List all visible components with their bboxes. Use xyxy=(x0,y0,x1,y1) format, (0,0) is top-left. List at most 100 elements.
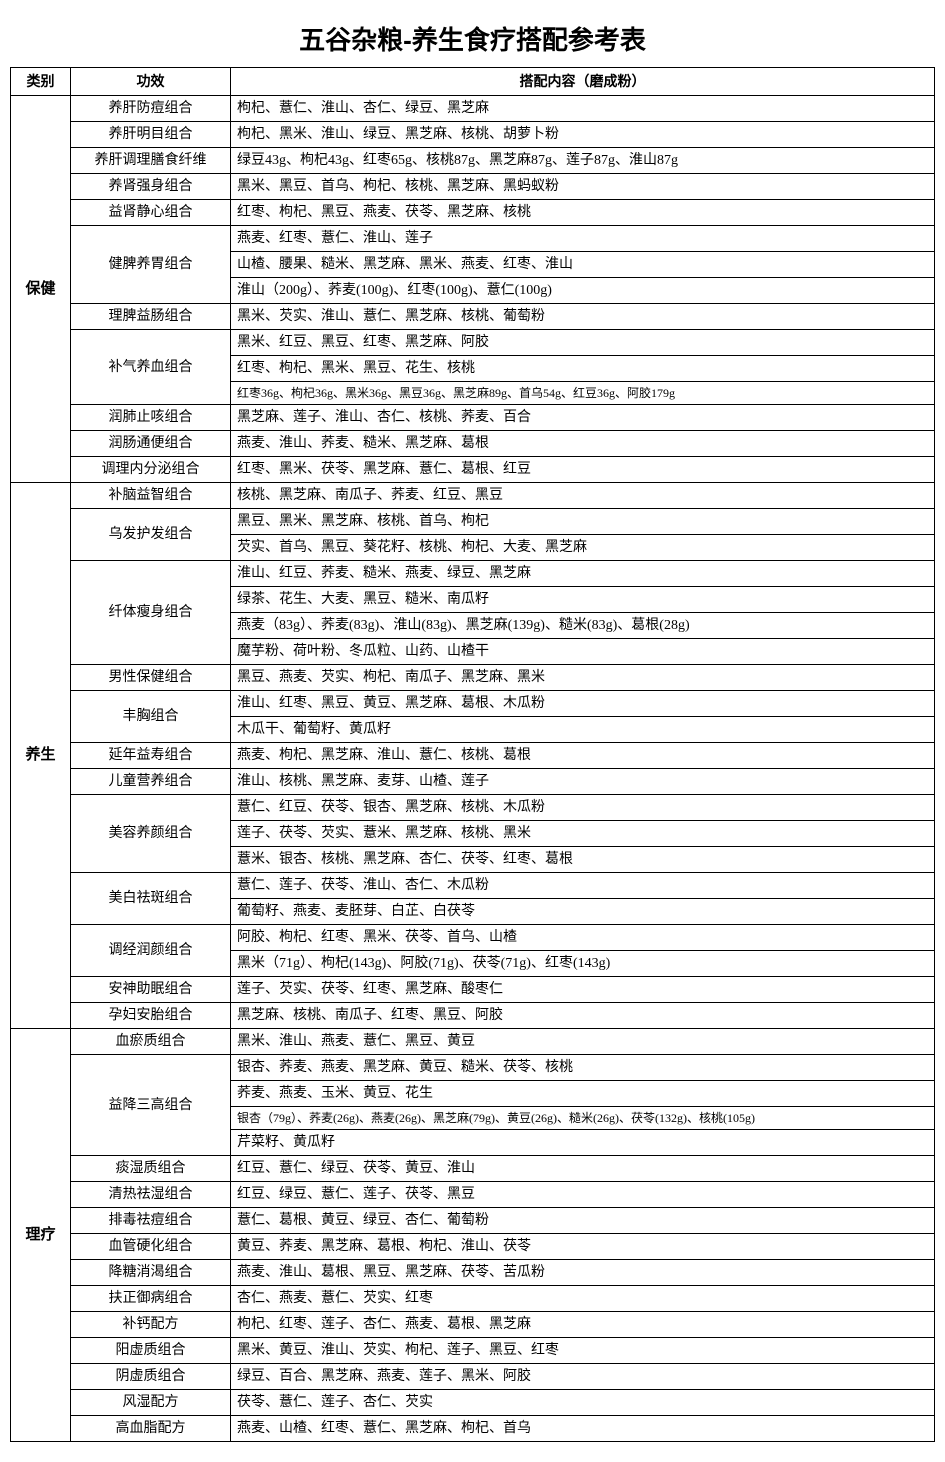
category-cell: 保健 xyxy=(11,96,71,483)
content-cell: 淮山、核桃、黑芝麻、麦芽、山楂、莲子 xyxy=(231,769,935,795)
content-cell: 枸杞、黑米、淮山、绿豆、黑芝麻、核桃、胡萝卜粉 xyxy=(231,122,935,148)
table-row: 安神助眠组合莲子、芡实、茯苓、红枣、黑芝麻、酸枣仁 xyxy=(11,977,935,1003)
content-cell: 薏米、银杏、核桃、黑芝麻、杏仁、茯苓、红枣、葛根 xyxy=(231,847,935,873)
content-cell: 红豆、绿豆、薏仁、莲子、茯苓、黑豆 xyxy=(231,1182,935,1208)
content-cell: 荞麦、燕麦、玉米、黄豆、花生 xyxy=(231,1081,935,1107)
content-cell: 薏仁、葛根、黄豆、绿豆、杏仁、葡萄粉 xyxy=(231,1208,935,1234)
effect-cell: 风湿配方 xyxy=(71,1390,231,1416)
effect-cell: 健脾养胃组合 xyxy=(71,226,231,304)
content-cell: 黑米、淮山、燕麦、薏仁、黑豆、黄豆 xyxy=(231,1029,935,1055)
table-row: 润肠通便组合燕麦、淮山、荞麦、糙米、黑芝麻、葛根 xyxy=(11,431,935,457)
effect-cell: 清热祛湿组合 xyxy=(71,1182,231,1208)
content-cell: 燕麦、淮山、葛根、黑豆、黑芝麻、茯苓、苦瓜粉 xyxy=(231,1260,935,1286)
effect-cell: 养肾强身组合 xyxy=(71,174,231,200)
effect-cell: 益肾静心组合 xyxy=(71,200,231,226)
table-row: 乌发护发组合黑豆、黑米、黑芝麻、核桃、首乌、枸杞 xyxy=(11,509,935,535)
content-cell: 魔芋粉、荷叶粉、冬瓜粒、山药、山楂干 xyxy=(231,639,935,665)
content-cell: 芹菜籽、黄瓜籽 xyxy=(231,1130,935,1156)
effect-cell: 乌发护发组合 xyxy=(71,509,231,561)
content-cell: 枸杞、薏仁、淮山、杏仁、绿豆、黑芝麻 xyxy=(231,96,935,122)
content-cell: 黑米、黄豆、淮山、芡实、枸杞、莲子、黑豆、红枣 xyxy=(231,1338,935,1364)
content-cell: 黑米、红豆、黑豆、红枣、黑芝麻、阿胶 xyxy=(231,330,935,356)
content-cell: 淮山、红豆、荞麦、糙米、燕麦、绿豆、黑芝麻 xyxy=(231,561,935,587)
content-cell: 燕麦、淮山、荞麦、糙米、黑芝麻、葛根 xyxy=(231,431,935,457)
effect-cell: 益降三高组合 xyxy=(71,1055,231,1156)
content-cell: 银杏（79g）、荞麦(26g)、燕麦(26g)、黑芝麻(79g)、黄豆(26g)… xyxy=(231,1107,935,1130)
table-row: 扶正御病组合杏仁、燕麦、薏仁、芡实、红枣 xyxy=(11,1286,935,1312)
effect-cell: 血瘀质组合 xyxy=(71,1029,231,1055)
table-row: 调经润颜组合阿胶、枸杞、红枣、黑米、茯苓、首乌、山楂 xyxy=(11,925,935,951)
content-cell: 薏仁、红豆、茯苓、银杏、黑芝麻、核桃、木瓜粉 xyxy=(231,795,935,821)
effect-cell: 纤体瘦身组合 xyxy=(71,561,231,665)
category-cell: 理疗 xyxy=(11,1029,71,1442)
content-cell: 茯苓、薏仁、莲子、杏仁、芡实 xyxy=(231,1390,935,1416)
table-row: 理疗血瘀质组合黑米、淮山、燕麦、薏仁、黑豆、黄豆 xyxy=(11,1029,935,1055)
effect-cell: 血管硬化组合 xyxy=(71,1234,231,1260)
effect-cell: 美白祛斑组合 xyxy=(71,873,231,925)
content-cell: 绿豆43g、枸杞43g、红枣65g、核桃87g、黑芝麻87g、莲子87g、淮山8… xyxy=(231,148,935,174)
content-cell: 红枣、黑米、茯苓、黑芝麻、薏仁、葛根、红豆 xyxy=(231,457,935,483)
content-cell: 燕麦（83g）、荞麦(83g)、淮山(83g)、黑芝麻(139g)、糙米(83g… xyxy=(231,613,935,639)
table-row: 痰湿质组合红豆、薏仁、绿豆、茯苓、黄豆、淮山 xyxy=(11,1156,935,1182)
content-cell: 淮山（200g）、荞麦(100g)、红枣(100g)、薏仁(100g) xyxy=(231,278,935,304)
table-row: 养生补脑益智组合核桃、黑芝麻、南瓜子、荞麦、红豆、黑豆 xyxy=(11,483,935,509)
table-row: 风湿配方茯苓、薏仁、莲子、杏仁、芡实 xyxy=(11,1390,935,1416)
table-row: 阴虚质组合绿豆、百合、黑芝麻、燕麦、莲子、黑米、阿胶 xyxy=(11,1364,935,1390)
table-row: 男性保健组合黑豆、燕麦、芡实、枸杞、南瓜子、黑芝麻、黑米 xyxy=(11,665,935,691)
effect-cell: 延年益寿组合 xyxy=(71,743,231,769)
table-row: 纤体瘦身组合淮山、红豆、荞麦、糙米、燕麦、绿豆、黑芝麻 xyxy=(11,561,935,587)
effect-cell: 美容养颜组合 xyxy=(71,795,231,873)
category-cell: 养生 xyxy=(11,483,71,1029)
effect-cell: 丰胸组合 xyxy=(71,691,231,743)
effect-cell: 润肠通便组合 xyxy=(71,431,231,457)
effect-cell: 调理内分泌组合 xyxy=(71,457,231,483)
content-cell: 阿胶、枸杞、红枣、黑米、茯苓、首乌、山楂 xyxy=(231,925,935,951)
effect-cell: 养肝调理膳食纤维 xyxy=(71,148,231,174)
effect-cell: 儿童营养组合 xyxy=(71,769,231,795)
table-row: 美容养颜组合薏仁、红豆、茯苓、银杏、黑芝麻、核桃、木瓜粉 xyxy=(11,795,935,821)
table-row: 养肝明目组合枸杞、黑米、淮山、绿豆、黑芝麻、核桃、胡萝卜粉 xyxy=(11,122,935,148)
content-cell: 莲子、芡实、茯苓、红枣、黑芝麻、酸枣仁 xyxy=(231,977,935,1003)
effect-cell: 痰湿质组合 xyxy=(71,1156,231,1182)
effect-cell: 扶正御病组合 xyxy=(71,1286,231,1312)
content-cell: 山楂、腰果、糙米、黑芝麻、黑米、燕麦、红枣、淮山 xyxy=(231,252,935,278)
content-cell: 燕麦、枸杞、黑芝麻、淮山、薏仁、核桃、葛根 xyxy=(231,743,935,769)
header-category: 类别 xyxy=(11,68,71,96)
content-cell: 红枣36g、枸杞36g、黑米36g、黑豆36g、黑芝麻89g、首乌54g、红豆3… xyxy=(231,382,935,405)
effect-cell: 补钙配方 xyxy=(71,1312,231,1338)
table-row: 高血脂配方燕麦、山楂、红枣、薏仁、黑芝麻、枸杞、首乌 xyxy=(11,1416,935,1442)
content-cell: 绿豆、百合、黑芝麻、燕麦、莲子、黑米、阿胶 xyxy=(231,1364,935,1390)
table-row: 美白祛斑组合薏仁、莲子、茯苓、淮山、杏仁、木瓜粉 xyxy=(11,873,935,899)
content-cell: 黑米、黑豆、首乌、枸杞、核桃、黑芝麻、黑蚂蚁粉 xyxy=(231,174,935,200)
content-cell: 绿茶、花生、大麦、黑豆、糙米、南瓜籽 xyxy=(231,587,935,613)
table-row: 养肝调理膳食纤维绿豆43g、枸杞43g、红枣65g、核桃87g、黑芝麻87g、莲… xyxy=(11,148,935,174)
content-cell: 核桃、黑芝麻、南瓜子、荞麦、红豆、黑豆 xyxy=(231,483,935,509)
effect-cell: 降糖消渴组合 xyxy=(71,1260,231,1286)
effect-cell: 男性保健组合 xyxy=(71,665,231,691)
table-row: 补气养血组合黑米、红豆、黑豆、红枣、黑芝麻、阿胶 xyxy=(11,330,935,356)
document-title: 五谷杂粮-养生食疗搭配参考表 xyxy=(10,20,935,57)
effect-cell: 理脾益肠组合 xyxy=(71,304,231,330)
effect-cell: 排毒祛痘组合 xyxy=(71,1208,231,1234)
content-cell: 银杏、荞麦、燕麦、黑芝麻、黄豆、糙米、茯苓、核桃 xyxy=(231,1055,935,1081)
content-cell: 黄豆、荞麦、黑芝麻、葛根、枸杞、淮山、茯苓 xyxy=(231,1234,935,1260)
effect-cell: 阳虚质组合 xyxy=(71,1338,231,1364)
content-cell: 薏仁、莲子、茯苓、淮山、杏仁、木瓜粉 xyxy=(231,873,935,899)
table-row: 清热祛湿组合红豆、绿豆、薏仁、莲子、茯苓、黑豆 xyxy=(11,1182,935,1208)
table-row: 补钙配方枸杞、红枣、莲子、杏仁、燕麦、葛根、黑芝麻 xyxy=(11,1312,935,1338)
content-cell: 黑豆、燕麦、芡实、枸杞、南瓜子、黑芝麻、黑米 xyxy=(231,665,935,691)
content-cell: 黑米、芡实、淮山、薏仁、黑芝麻、核桃、葡萄粉 xyxy=(231,304,935,330)
content-cell: 红豆、薏仁、绿豆、茯苓、黄豆、淮山 xyxy=(231,1156,935,1182)
content-cell: 红枣、枸杞、黑豆、燕麦、茯苓、黑芝麻、核桃 xyxy=(231,200,935,226)
effect-cell: 补气养血组合 xyxy=(71,330,231,405)
content-cell: 莲子、茯苓、芡实、薏米、黑芝麻、核桃、黑米 xyxy=(231,821,935,847)
table-row: 排毒祛痘组合薏仁、葛根、黄豆、绿豆、杏仁、葡萄粉 xyxy=(11,1208,935,1234)
table-row: 理脾益肠组合黑米、芡实、淮山、薏仁、黑芝麻、核桃、葡萄粉 xyxy=(11,304,935,330)
content-cell: 红枣、枸杞、黑米、黑豆、花生、核桃 xyxy=(231,356,935,382)
content-cell: 杏仁、燕麦、薏仁、芡实、红枣 xyxy=(231,1286,935,1312)
content-cell: 黑芝麻、莲子、淮山、杏仁、核桃、荞麦、百合 xyxy=(231,405,935,431)
grain-nutrition-table: 类别 功效 搭配内容（磨成粉） 保健养肝防痘组合枸杞、薏仁、淮山、杏仁、绿豆、黑… xyxy=(10,67,935,1442)
table-header-row: 类别 功效 搭配内容（磨成粉） xyxy=(11,68,935,96)
table-row: 血管硬化组合黄豆、荞麦、黑芝麻、葛根、枸杞、淮山、茯苓 xyxy=(11,1234,935,1260)
effect-cell: 高血脂配方 xyxy=(71,1416,231,1442)
